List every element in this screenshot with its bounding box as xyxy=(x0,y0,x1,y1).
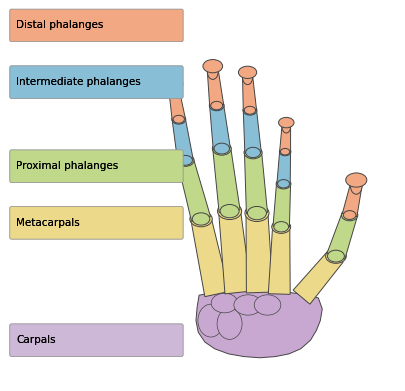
Polygon shape xyxy=(242,76,256,111)
Ellipse shape xyxy=(190,211,212,227)
FancyBboxPatch shape xyxy=(10,150,183,182)
Ellipse shape xyxy=(211,293,237,313)
Ellipse shape xyxy=(254,295,280,315)
Text: Proximal phalanges: Proximal phalanges xyxy=(16,161,118,171)
Ellipse shape xyxy=(242,106,256,115)
Ellipse shape xyxy=(273,222,288,232)
Text: Carpals: Carpals xyxy=(16,335,55,345)
Ellipse shape xyxy=(245,147,260,158)
Ellipse shape xyxy=(207,64,217,79)
Ellipse shape xyxy=(243,146,262,159)
Ellipse shape xyxy=(210,101,222,110)
Ellipse shape xyxy=(277,179,289,188)
Polygon shape xyxy=(244,152,267,214)
Ellipse shape xyxy=(164,78,182,90)
Ellipse shape xyxy=(178,155,192,165)
Polygon shape xyxy=(191,217,229,297)
Polygon shape xyxy=(341,183,361,217)
Ellipse shape xyxy=(244,106,255,114)
Ellipse shape xyxy=(325,249,345,263)
Ellipse shape xyxy=(271,220,290,233)
FancyBboxPatch shape xyxy=(10,66,183,98)
Ellipse shape xyxy=(279,148,290,156)
Ellipse shape xyxy=(350,178,361,194)
Polygon shape xyxy=(172,118,193,161)
Polygon shape xyxy=(177,158,210,221)
Ellipse shape xyxy=(192,213,209,225)
FancyBboxPatch shape xyxy=(10,150,183,182)
Ellipse shape xyxy=(244,204,269,222)
Ellipse shape xyxy=(281,121,290,133)
FancyBboxPatch shape xyxy=(10,206,183,239)
Text: Intermediate phalanges: Intermediate phalanges xyxy=(16,77,141,87)
Polygon shape xyxy=(276,151,290,184)
Ellipse shape xyxy=(341,209,357,221)
Ellipse shape xyxy=(217,308,241,339)
Polygon shape xyxy=(292,250,342,304)
Polygon shape xyxy=(268,226,290,294)
Polygon shape xyxy=(207,70,223,106)
FancyBboxPatch shape xyxy=(10,324,183,357)
Text: Metacarpals: Metacarpals xyxy=(16,218,80,228)
Ellipse shape xyxy=(209,100,224,111)
Ellipse shape xyxy=(202,59,222,73)
Polygon shape xyxy=(168,87,185,120)
Polygon shape xyxy=(196,290,322,358)
Ellipse shape xyxy=(220,204,239,218)
Polygon shape xyxy=(272,183,290,227)
Ellipse shape xyxy=(171,115,185,124)
FancyBboxPatch shape xyxy=(10,9,183,41)
Ellipse shape xyxy=(345,173,366,187)
Ellipse shape xyxy=(173,115,184,123)
Text: Proximal phalanges: Proximal phalanges xyxy=(16,161,118,171)
Text: Intermediate phalanges: Intermediate phalanges xyxy=(16,77,141,87)
Polygon shape xyxy=(212,147,239,212)
FancyBboxPatch shape xyxy=(10,9,183,41)
Ellipse shape xyxy=(176,154,194,166)
Ellipse shape xyxy=(343,211,355,219)
Ellipse shape xyxy=(168,82,178,96)
FancyBboxPatch shape xyxy=(10,206,183,239)
Text: Distal phalanges: Distal phalanges xyxy=(16,20,103,30)
Polygon shape xyxy=(279,126,290,152)
Text: Carpals: Carpals xyxy=(16,335,55,345)
Polygon shape xyxy=(245,213,272,293)
Polygon shape xyxy=(218,210,251,294)
Ellipse shape xyxy=(275,179,290,189)
Ellipse shape xyxy=(233,295,261,315)
Ellipse shape xyxy=(238,66,256,79)
Ellipse shape xyxy=(212,142,230,155)
Text: Metacarpals: Metacarpals xyxy=(16,218,80,228)
Ellipse shape xyxy=(278,117,293,128)
Ellipse shape xyxy=(213,143,229,154)
Polygon shape xyxy=(326,213,356,259)
FancyBboxPatch shape xyxy=(10,324,183,357)
Polygon shape xyxy=(243,110,260,153)
Ellipse shape xyxy=(247,206,266,220)
Ellipse shape xyxy=(242,70,252,84)
Text: Distal phalanges: Distal phalanges xyxy=(16,20,103,30)
Ellipse shape xyxy=(197,304,223,337)
FancyBboxPatch shape xyxy=(10,66,183,98)
Ellipse shape xyxy=(217,203,241,220)
Ellipse shape xyxy=(280,149,289,155)
Ellipse shape xyxy=(327,250,343,262)
Polygon shape xyxy=(209,105,230,150)
